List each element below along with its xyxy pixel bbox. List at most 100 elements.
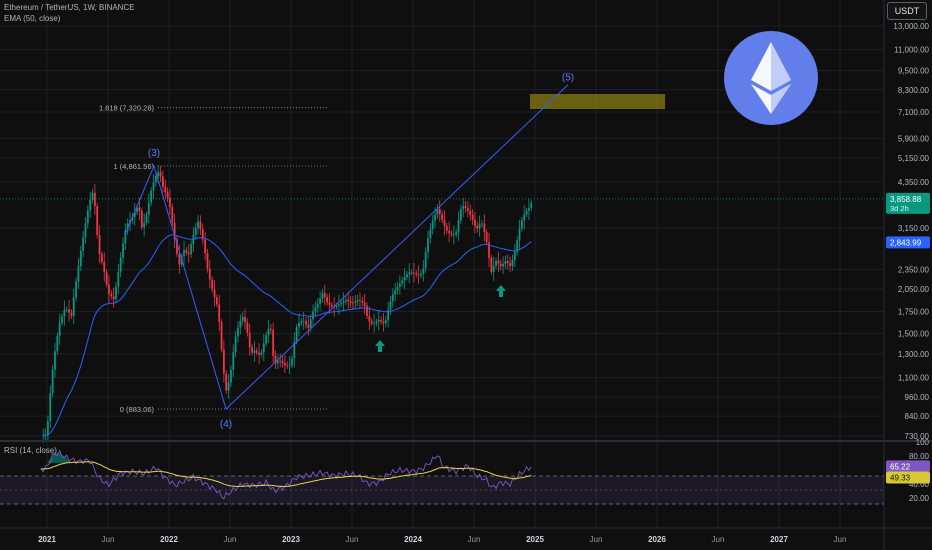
- rsi-tick-label: 100: [916, 438, 930, 447]
- candle-body: [354, 301, 357, 304]
- candle-body: [415, 273, 418, 275]
- candle-body: [241, 316, 244, 321]
- time-tick-label: Jun: [468, 535, 481, 544]
- candle-body: [445, 225, 448, 231]
- candle-body: [436, 208, 439, 215]
- candle-body: [328, 302, 331, 305]
- candle-body: [82, 237, 85, 252]
- price-tick-label: 730.00: [905, 432, 930, 441]
- candle-body: [403, 277, 406, 281]
- candle-body: [373, 323, 375, 325]
- candle-body: [176, 239, 178, 255]
- candle-body: [47, 421, 49, 435]
- candle-body: [246, 322, 249, 333]
- candle-body: [112, 296, 115, 300]
- candle-body: [51, 369, 54, 394]
- candle-body: [143, 222, 146, 228]
- time-tick-label: Jun: [224, 535, 237, 544]
- up-arrow-icon: [375, 340, 385, 352]
- time-tick-label: Jun: [712, 535, 725, 544]
- candle-body: [485, 232, 488, 243]
- candle-body: [516, 240, 519, 252]
- candle-body: [133, 212, 136, 217]
- rsi-legend[interactable]: RSI (14, close): [4, 446, 57, 455]
- candle-body: [345, 299, 347, 302]
- candle-body: [154, 176, 157, 183]
- candle-body: [427, 238, 429, 253]
- fibonacci-levels: 1.618 (7,320.28) 1 (4,861.56) 0 (883.06): [99, 104, 328, 414]
- wave-label: (3): [148, 148, 160, 159]
- price-tick-label: 2,350.00: [898, 266, 930, 275]
- candle-body: [366, 305, 368, 317]
- candle-body: [267, 328, 270, 336]
- candle-body: [293, 341, 296, 359]
- candle-body: [497, 260, 500, 264]
- candle-body: [124, 230, 127, 244]
- candle-body: [178, 254, 181, 265]
- candle-body: [523, 214, 526, 221]
- candle-body: [495, 260, 497, 267]
- candle-body: [420, 273, 422, 276]
- price-tick-label: 11,000.00: [894, 46, 930, 55]
- candlesticks: [42, 164, 533, 443]
- candle-body: [70, 312, 73, 316]
- candle-body: [244, 316, 246, 323]
- candle-body: [215, 297, 218, 305]
- candle-body: [225, 373, 228, 391]
- candle-body: [464, 206, 467, 208]
- wave-label: (5): [562, 73, 574, 84]
- time-tick-label: 2026: [648, 535, 666, 544]
- candle-body: [61, 316, 63, 323]
- candle-body: [305, 320, 307, 326]
- ema-legend[interactable]: EMA (50, close): [4, 14, 61, 23]
- symbol-legend[interactable]: Ethereum / TetherUS, 1W, BINANCE: [4, 3, 135, 12]
- candle-body: [429, 229, 432, 239]
- last-price-tag: [886, 192, 930, 214]
- candle-body: [86, 210, 89, 224]
- time-tick-label: 2024: [404, 535, 422, 544]
- candle-body: [323, 293, 326, 298]
- elliott-wave-lines: [124, 84, 569, 410]
- candle-body: [211, 279, 214, 290]
- price-tick-label: 960.00: [905, 393, 930, 402]
- target-zone-box: [530, 94, 665, 109]
- currency-button[interactable]: USDT: [887, 2, 927, 20]
- candle-body: [248, 332, 251, 348]
- candle-body: [530, 203, 533, 209]
- candle-body: [140, 210, 143, 228]
- candle-body: [450, 233, 453, 235]
- time-axis: 2021 Jun 2022 Jun 2023 Jun 2024 Jun 2025 Jun 2026 J…: [38, 535, 846, 544]
- candle-body: [340, 302, 343, 305]
- candle-body: [194, 228, 197, 235]
- candle-body: [316, 303, 319, 308]
- candle-body: [63, 310, 66, 317]
- candle-body: [462, 206, 465, 210]
- candle-body: [166, 192, 169, 198]
- candle-body: [389, 301, 392, 310]
- candle-body: [162, 176, 164, 187]
- candle-body: [326, 297, 329, 303]
- candle-body: [190, 244, 192, 255]
- rsi-overbought-fill: [47, 452, 72, 463]
- candle-body: [84, 223, 87, 238]
- candle-body: [382, 321, 385, 324]
- candle-body: [101, 254, 103, 263]
- time-tick-label: Jun: [590, 535, 603, 544]
- candle-body: [79, 251, 82, 267]
- rsi-ma-tag: [886, 471, 930, 484]
- candle-body: [96, 206, 99, 235]
- candle-body: [525, 210, 528, 215]
- candle-body: [481, 223, 483, 225]
- candle-body: [370, 321, 373, 324]
- candle-body: [391, 294, 394, 302]
- price-tick-label: 5,150.00: [898, 154, 930, 163]
- candle-body: [417, 274, 420, 276]
- candle-body: [164, 186, 167, 193]
- ema-price-value: 2,843.99: [890, 238, 922, 247]
- candle-body: [281, 360, 284, 364]
- rsi-overbought-area: [47, 452, 72, 463]
- candle-body: [384, 320, 387, 324]
- time-tick-label: 2023: [282, 535, 300, 544]
